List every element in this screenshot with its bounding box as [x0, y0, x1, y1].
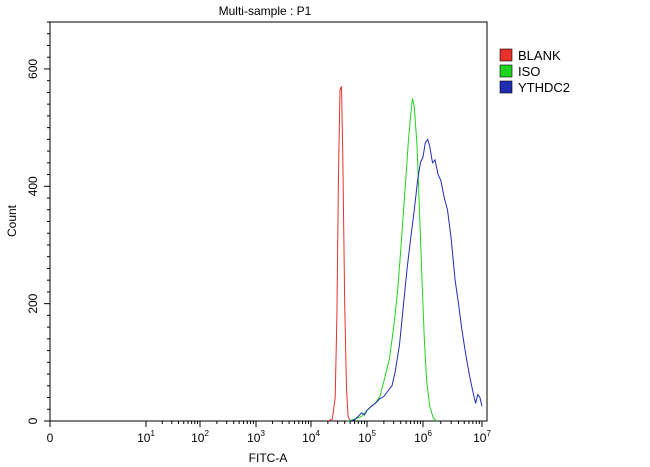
y-tick-label: 600 — [26, 59, 40, 79]
y-tick-label: 200 — [26, 293, 40, 313]
series-line-ythdc2 — [349, 138, 483, 422]
x-tick-label: 105 — [358, 429, 376, 445]
x-tick-label: 101 — [137, 429, 155, 445]
x-tick-label: 102 — [191, 429, 209, 445]
x-tick-label: 103 — [247, 429, 265, 445]
legend-swatch-blank — [499, 48, 513, 62]
x-axis-label: FITC-A — [249, 451, 288, 465]
legend-label-ythdc2: YTHDC2 — [518, 80, 570, 95]
series-layer — [327, 86, 483, 422]
y-tick-label: 0 — [26, 417, 40, 424]
x-axis-ticks: 0 101 102 103 104 105 106 107 — [47, 421, 491, 445]
x-tick-label: 104 — [302, 429, 320, 445]
legend-label-iso: ISO — [518, 64, 540, 79]
legend-swatch-iso — [499, 64, 513, 78]
y-axis-ticks: 0 200 400 600 — [26, 21, 50, 424]
legend-label-blank: BLANK — [518, 48, 561, 63]
x-tick-label: 107 — [473, 429, 491, 445]
x-tick-label: 106 — [414, 429, 432, 445]
series-line-blank — [327, 86, 351, 422]
chart-title: Multi-sample : P1 — [219, 4, 312, 18]
x-tick-label: 0 — [47, 431, 54, 445]
y-tick-label: 400 — [26, 176, 40, 196]
legend-swatch-ythdc2 — [499, 80, 513, 94]
series-line-iso — [347, 98, 437, 422]
y-axis-label: Count — [5, 204, 19, 237]
plot-frame — [49, 21, 488, 422]
